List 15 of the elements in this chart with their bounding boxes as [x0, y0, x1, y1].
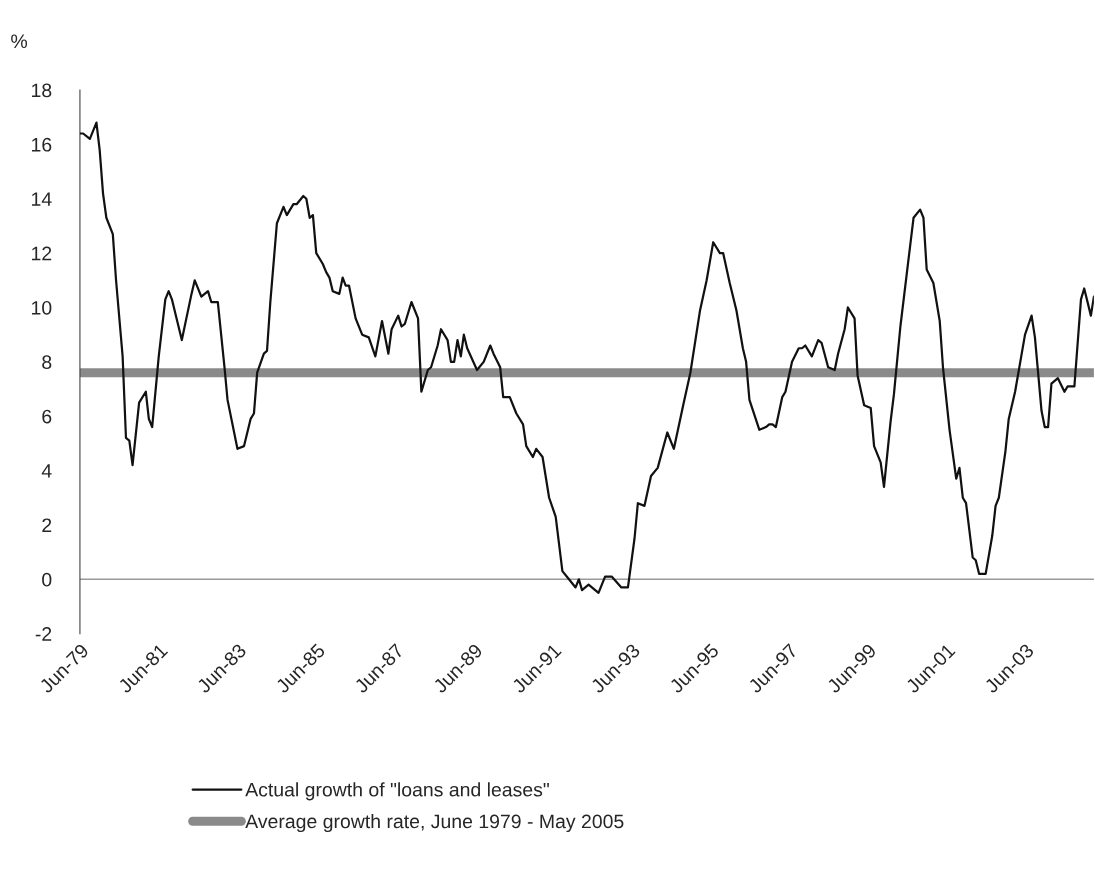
y-axis-title: % [11, 34, 28, 49]
legend-label: Actual growth of "loans and leases" [245, 782, 549, 801]
y-tick-label: -2 [35, 627, 52, 641]
y-tick-label: 2 [42, 518, 52, 532]
y-tick-label: 6 [42, 409, 52, 424]
y-tick-label: 8 [42, 355, 52, 370]
y-tick-label: 0 [42, 572, 52, 587]
y-tick-label: 4 [41, 464, 52, 478]
y-tick-label: 16 [32, 137, 52, 152]
y-tick-label: 18 [32, 83, 52, 98]
line-series [79, 121, 1094, 594]
y-tick-label: 14 [32, 192, 52, 206]
legend-label: Average growth rate, June 1979 - May 2005 [245, 813, 624, 833]
y-tick-label: 10 [32, 300, 52, 315]
y-tick-label: 12 [32, 246, 52, 261]
